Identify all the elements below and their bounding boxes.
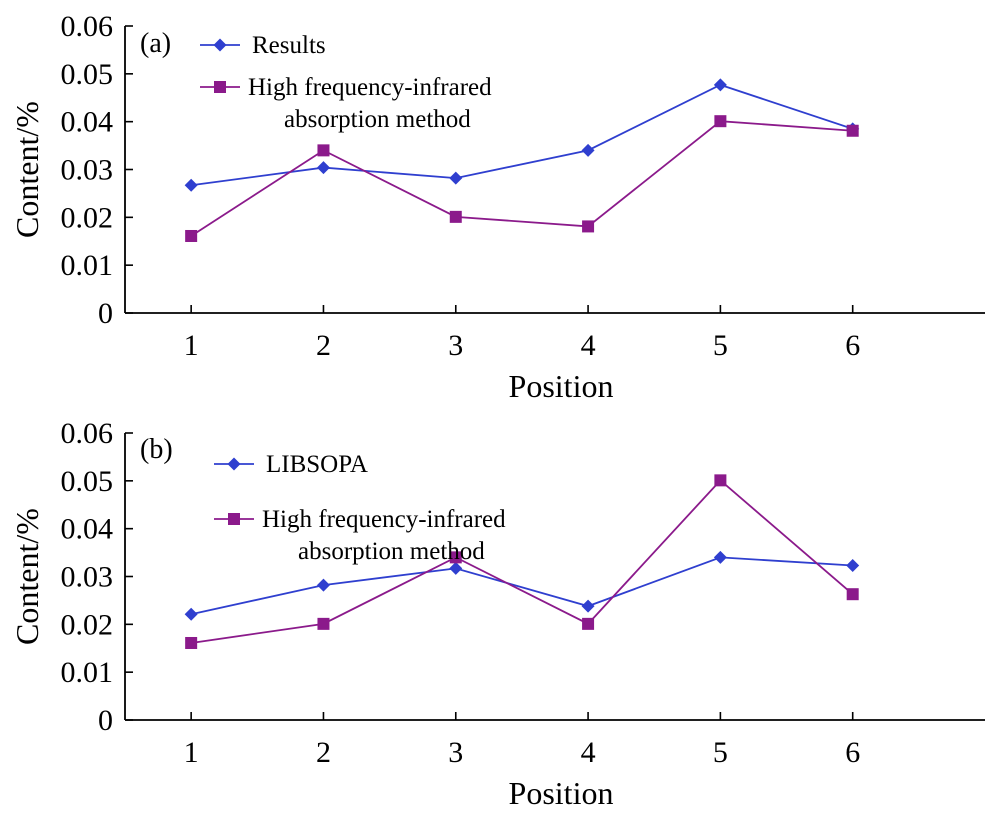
x-tick-label: 2 [316,736,331,769]
legend-label: High frequency-infrared absorption method [248,74,492,133]
legend-swatch-marker [213,38,227,52]
x-axis-label: Position [509,368,614,404]
data-point [846,124,859,137]
legend-label-line: High frequency-infrared [262,506,506,533]
data-point [449,551,462,564]
legend-label-line: High frequency-infrared [248,74,492,101]
y-tick-label: 0.06 [61,417,114,450]
x-tick-label: 4 [581,329,596,362]
legend-swatch-marker [227,457,241,471]
y-tick-label: 0.05 [61,58,114,91]
chart-panel-b: 0 0.01 0.02 0.03 0.04 0.05 0.06 1 2 3 4 5 6 Position C… [9,417,985,811]
data-point [184,607,198,621]
y-tick-label: 0.04 [61,106,114,139]
series-line [191,83,853,187]
legend-label-line: absorption method [284,106,471,133]
data-point [449,561,463,575]
series-purple [185,115,859,242]
y-tick-label: 0.06 [61,10,114,43]
data-point [846,558,860,572]
x-tick-label: 1 [184,736,199,769]
legend: Results High frequency-infrared absorption… [200,32,492,133]
data-point [184,178,198,192]
data-point [713,550,727,564]
x-tick-label: 4 [581,736,596,769]
x-tick-label: 3 [448,329,463,362]
series-purple [185,474,859,649]
data-point [449,210,462,223]
x-tick-label: 5 [713,736,728,769]
data-point [581,599,595,613]
data-point [846,588,859,601]
y-tick-label: 0.04 [61,513,114,546]
x-axis-label: Position [509,775,614,811]
y-tick-label: 0 [98,704,113,737]
y-tick-label: 0.03 [61,154,114,187]
series-line [190,556,853,616]
x-tick-label: 3 [448,736,463,769]
series-line [191,479,854,644]
y-tick-label: 0.05 [61,465,114,498]
data-point [185,636,198,649]
x-tick-label: 6 [845,736,860,769]
data-point [714,474,727,487]
chart-panel-a: 0 0.01 0.02 0.03 0.04 0.05 0.06 1 2 3 4 5 6 Position C… [9,10,985,404]
x-tick-label: 5 [713,329,728,362]
legend-label: High frequency-infrared absorption method [262,506,506,565]
series-blue [184,550,860,621]
y-tick-label: 0.02 [61,608,114,641]
y-axis-label: Content/% [9,508,45,645]
legend-label: LIBSOPA [266,451,368,478]
series-line [190,120,853,237]
panel-label: (b) [140,434,173,465]
data-point [317,144,330,157]
y-tick-label: 0.02 [61,201,114,234]
legend-swatch-marker [214,81,226,93]
data-point [581,143,595,157]
data-point [449,171,463,185]
data-point [713,78,727,92]
legend-swatch-marker [228,513,240,525]
data-point [185,229,198,242]
y-tick-label: 0.01 [61,249,114,282]
x-tick-label: 6 [845,329,860,362]
y-tick-label: 0.03 [61,561,114,594]
y-axis-label: Content/% [9,101,45,238]
x-tick-label: 2 [316,329,331,362]
legend-label: Results [252,32,326,59]
panel-label: (a) [140,28,171,59]
y-tick-label: 0.01 [61,656,114,689]
data-point [316,161,330,175]
data-point [714,115,727,128]
x-tick-label: 1 [184,329,199,362]
data-point [582,220,595,233]
data-point [317,617,330,630]
legend: LIBSOPA High frequency-infrared absorption… [214,451,506,565]
data-point [582,617,595,630]
legend-label-line: absorption method [298,538,485,565]
y-tick-label: 0 [98,297,113,330]
data-point [316,578,330,592]
